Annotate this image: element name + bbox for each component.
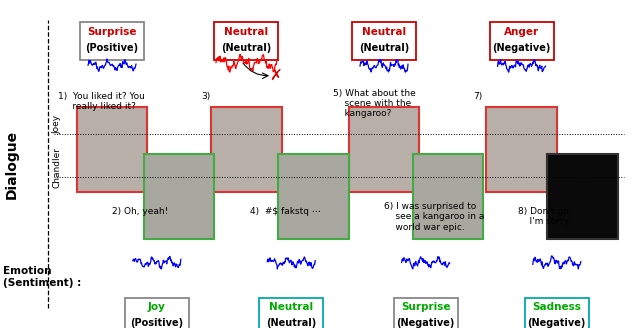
Text: 2) Oh, yeah!: 2) Oh, yeah! — [112, 207, 168, 215]
Text: (Negative): (Negative) — [492, 43, 551, 52]
Text: Dialogue: Dialogue — [4, 130, 19, 198]
Bar — [259, 298, 323, 328]
Bar — [80, 22, 144, 60]
Bar — [349, 107, 419, 192]
Text: Surprise: Surprise — [401, 302, 451, 312]
Bar — [352, 22, 416, 60]
Bar — [547, 154, 618, 239]
Text: ✗: ✗ — [269, 69, 282, 84]
Text: Joey: Joey — [52, 115, 61, 134]
Text: Neutral: Neutral — [269, 302, 313, 312]
Text: (Positive): (Positive) — [85, 43, 139, 52]
Text: (Neutral): (Neutral) — [221, 43, 271, 52]
Bar — [211, 107, 282, 192]
Bar — [77, 107, 147, 192]
Text: 7): 7) — [474, 92, 483, 101]
Text: (Neutral): (Neutral) — [266, 318, 316, 328]
Text: (Negative): (Negative) — [396, 318, 455, 328]
Bar — [214, 22, 278, 60]
Text: Anger: Anger — [504, 27, 539, 37]
Text: 6) I was surprised to
    see a kangaroo in a
    world war epic.: 6) I was surprised to see a kangaroo in … — [384, 202, 484, 232]
Text: Chandler: Chandler — [52, 147, 61, 188]
Text: (Negative): (Negative) — [527, 318, 586, 328]
Text: Neutral: Neutral — [225, 27, 268, 37]
Text: Surprise: Surprise — [87, 27, 137, 37]
Bar — [413, 154, 483, 239]
Text: Emotion
(Sentiment) :: Emotion (Sentiment) : — [3, 266, 81, 288]
Text: (Neutral): (Neutral) — [359, 43, 409, 52]
Text: 8) Don't go,
    I'm sorry.: 8) Don't go, I'm sorry. — [518, 207, 572, 226]
Text: 5) What about the
    scene with the
    kangaroo?: 5) What about the scene with the kangaro… — [333, 89, 415, 118]
Text: 4)  #$ fakstq ⋯: 4) #$ fakstq ⋯ — [250, 207, 321, 215]
Text: Joy: Joy — [148, 302, 166, 312]
Bar — [278, 154, 349, 239]
Bar — [486, 107, 557, 192]
Text: 3): 3) — [202, 92, 211, 101]
Bar — [125, 298, 189, 328]
Bar — [490, 22, 554, 60]
Text: 1)  You liked it? You
     really liked it?: 1) You liked it? You really liked it? — [58, 92, 145, 111]
Bar — [525, 298, 589, 328]
Text: (Positive): (Positive) — [130, 318, 184, 328]
Bar — [394, 298, 458, 328]
Text: Sadness: Sadness — [532, 302, 581, 312]
Text: Neutral: Neutral — [362, 27, 406, 37]
Bar — [144, 154, 214, 239]
